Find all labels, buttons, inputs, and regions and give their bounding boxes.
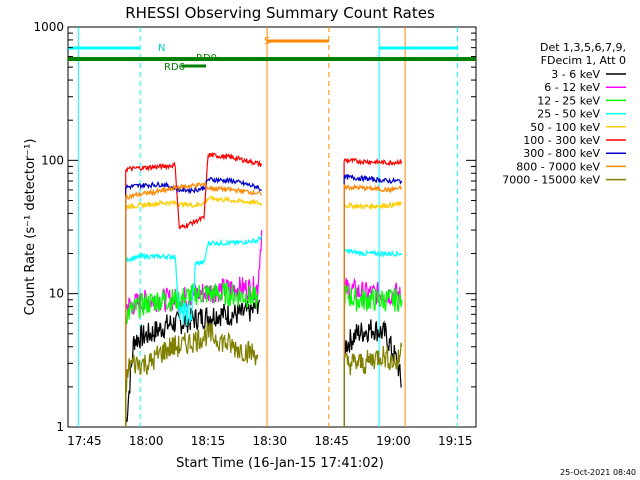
rd0-label: RD0	[196, 53, 217, 64]
legend-label: 50 - 100 keV	[530, 121, 600, 134]
series-line-2	[125, 282, 259, 427]
y-axis-label: Count Rate (s⁻¹ detector⁻¹)	[23, 139, 38, 316]
x-tick-label: 18:30	[253, 434, 288, 448]
y-tick-label: 1000	[33, 20, 64, 34]
x-tick-label: 18:00	[129, 434, 164, 448]
y-tick-label: 10	[49, 287, 64, 301]
night-label: N	[158, 43, 165, 54]
x-tick-label: 18:45	[314, 434, 349, 448]
legend: Det 1,3,5,6,7,9, FDecim 1, Att 0 3 - 6 k…	[502, 41, 626, 187]
series-line-8	[125, 322, 259, 427]
x-tick-label: 17:45	[67, 434, 102, 448]
series-line-6	[343, 173, 403, 427]
state-bars	[68, 39, 476, 68]
series-line-3	[343, 247, 403, 427]
plot-frame	[67, 26, 477, 428]
series-line-3	[125, 235, 263, 427]
legend-header-2: FDecim 1, Att 0	[541, 54, 626, 67]
series-line-7	[343, 183, 403, 427]
series-line-8	[343, 342, 403, 427]
legend-label: 6 - 12 keV	[544, 81, 600, 94]
legend-label: 7000 - 15000 keV	[502, 174, 600, 187]
series-lines	[125, 151, 403, 428]
x-axis-label: Start Time (16-Jan-15 17:41:02)	[176, 456, 384, 471]
x-axis: 17:45 18:00 18:15 18:30 18:45 19:00 19:15	[67, 434, 473, 448]
chart-title: RHESSI Observing Summary Count Rates	[125, 4, 435, 22]
legend-label: 300 - 800 keV	[523, 147, 600, 160]
legend-label: 800 - 7000 keV	[516, 160, 600, 173]
x-tick-label: 19:15	[438, 434, 473, 448]
series-line-5	[125, 151, 263, 427]
y-tick-label: 100	[41, 153, 64, 167]
series-line-7	[125, 181, 262, 427]
series-line-2	[343, 285, 403, 427]
series-line-0	[125, 296, 261, 428]
series-line-5	[343, 157, 403, 427]
x-tick-label: 19:00	[376, 434, 411, 448]
series-line-0	[343, 319, 402, 427]
rd6-label: RD6	[164, 62, 185, 73]
footer-timestamp: 25-Oct-2021 08:40	[560, 468, 636, 477]
y-axis: 1 10 100 1000	[33, 20, 476, 434]
legend-label: 12 - 25 keV	[537, 94, 600, 107]
legend-header-1: Det 1,3,5,6,7,9,	[540, 41, 626, 54]
legend-label: 100 - 300 keV	[523, 134, 600, 147]
legend-label: 3 - 6 keV	[551, 68, 600, 81]
series-line-1	[125, 230, 263, 427]
series-line-4	[343, 200, 403, 427]
series-line-4	[125, 195, 263, 427]
series-line-6	[125, 176, 262, 427]
x-tick-label: 18:15	[191, 434, 226, 448]
y-tick-label: 1	[56, 420, 64, 434]
legend-label: 25 - 50 keV	[537, 108, 600, 121]
saa-label: S	[264, 36, 270, 47]
